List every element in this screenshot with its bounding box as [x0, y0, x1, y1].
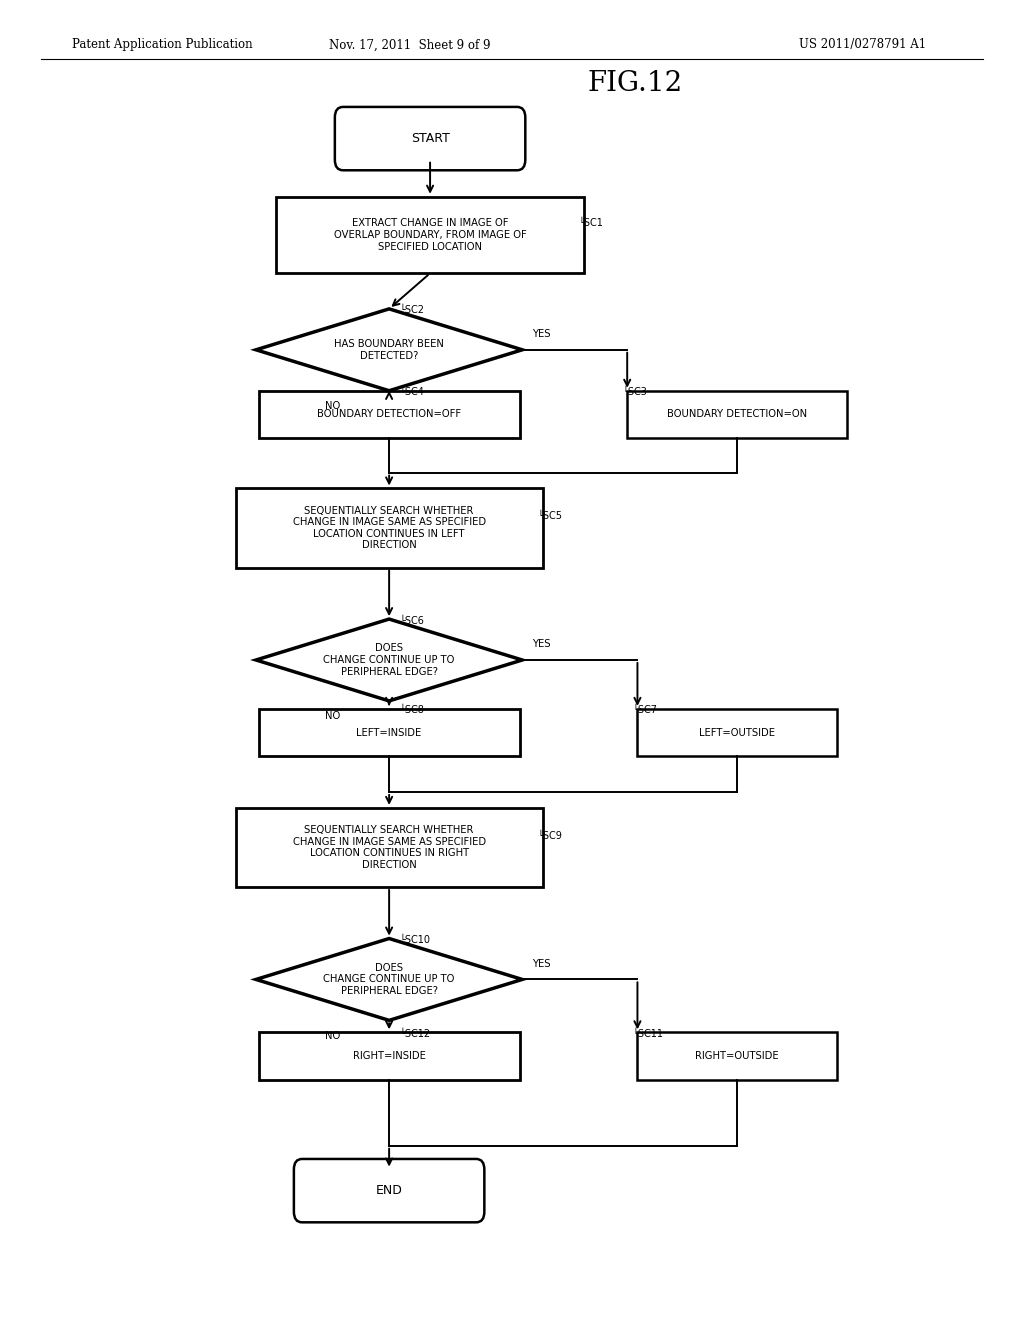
- Text: YES: YES: [532, 329, 551, 339]
- Text: └SC2: └SC2: [399, 305, 424, 315]
- Text: HAS BOUNDARY BEEN
DETECTED?: HAS BOUNDARY BEEN DETECTED?: [334, 339, 444, 360]
- FancyBboxPatch shape: [335, 107, 525, 170]
- Polygon shape: [256, 939, 522, 1020]
- Text: └SC3: └SC3: [622, 387, 647, 397]
- Text: END: END: [376, 1184, 402, 1197]
- Text: YES: YES: [532, 639, 551, 649]
- Text: DOES
CHANGE CONTINUE UP TO
PERIPHERAL EDGE?: DOES CHANGE CONTINUE UP TO PERIPHERAL ED…: [324, 643, 455, 677]
- Text: └SC12: └SC12: [399, 1028, 430, 1039]
- Text: SEQUENTIALLY SEARCH WHETHER
CHANGE IN IMAGE SAME AS SPECIFIED
LOCATION CONTINUES: SEQUENTIALLY SEARCH WHETHER CHANGE IN IM…: [293, 506, 485, 550]
- Text: RIGHT=INSIDE: RIGHT=INSIDE: [352, 1051, 426, 1061]
- Text: YES: YES: [532, 958, 551, 969]
- Text: US 2011/0278791 A1: US 2011/0278791 A1: [799, 38, 926, 51]
- Polygon shape: [256, 309, 522, 391]
- Text: NO: NO: [326, 1031, 340, 1041]
- Text: BOUNDARY DETECTION=OFF: BOUNDARY DETECTION=OFF: [317, 409, 461, 420]
- Text: └SC1: └SC1: [579, 218, 603, 228]
- Bar: [276, 197, 584, 273]
- Bar: [258, 391, 520, 438]
- Text: RIGHT=OUTSIDE: RIGHT=OUTSIDE: [695, 1051, 779, 1061]
- Text: DOES
CHANGE CONTINUE UP TO
PERIPHERAL EDGE?: DOES CHANGE CONTINUE UP TO PERIPHERAL ED…: [324, 962, 455, 997]
- Text: Patent Application Publication: Patent Application Publication: [72, 38, 252, 51]
- Text: └SC9: └SC9: [538, 830, 562, 841]
- Text: LEFT=OUTSIDE: LEFT=OUTSIDE: [699, 727, 775, 738]
- Text: SEQUENTIALLY SEARCH WHETHER
CHANGE IN IMAGE SAME AS SPECIFIED
LOCATION CONTINUES: SEQUENTIALLY SEARCH WHETHER CHANGE IN IM…: [293, 825, 485, 870]
- Text: LEFT=INSIDE: LEFT=INSIDE: [356, 727, 422, 738]
- Text: └SC11: └SC11: [632, 1028, 664, 1039]
- Text: NO: NO: [326, 711, 340, 722]
- Polygon shape: [256, 619, 522, 701]
- Bar: [258, 709, 520, 756]
- Text: EXTRACT CHANGE IN IMAGE OF
OVERLAP BOUNDARY, FROM IMAGE OF
SPECIFIED LOCATION: EXTRACT CHANGE IN IMAGE OF OVERLAP BOUND…: [334, 218, 526, 252]
- Text: └SC5: └SC5: [538, 511, 562, 521]
- Text: NO: NO: [326, 401, 340, 412]
- Bar: [637, 709, 837, 756]
- Bar: [627, 391, 847, 438]
- Text: FIG.12: FIG.12: [587, 70, 683, 96]
- Text: BOUNDARY DETECTION=ON: BOUNDARY DETECTION=ON: [668, 409, 807, 420]
- Bar: [236, 808, 543, 887]
- Text: └SC7: └SC7: [632, 705, 657, 715]
- Bar: [236, 488, 543, 568]
- Text: └SC10: └SC10: [399, 935, 430, 945]
- Text: └SC4: └SC4: [399, 387, 424, 397]
- FancyBboxPatch shape: [294, 1159, 484, 1222]
- Text: └SC6: └SC6: [399, 615, 424, 626]
- Bar: [637, 1032, 837, 1080]
- Text: └SC8: └SC8: [399, 705, 424, 715]
- Text: START: START: [411, 132, 450, 145]
- Text: Nov. 17, 2011  Sheet 9 of 9: Nov. 17, 2011 Sheet 9 of 9: [329, 38, 490, 51]
- Bar: [258, 1032, 520, 1080]
